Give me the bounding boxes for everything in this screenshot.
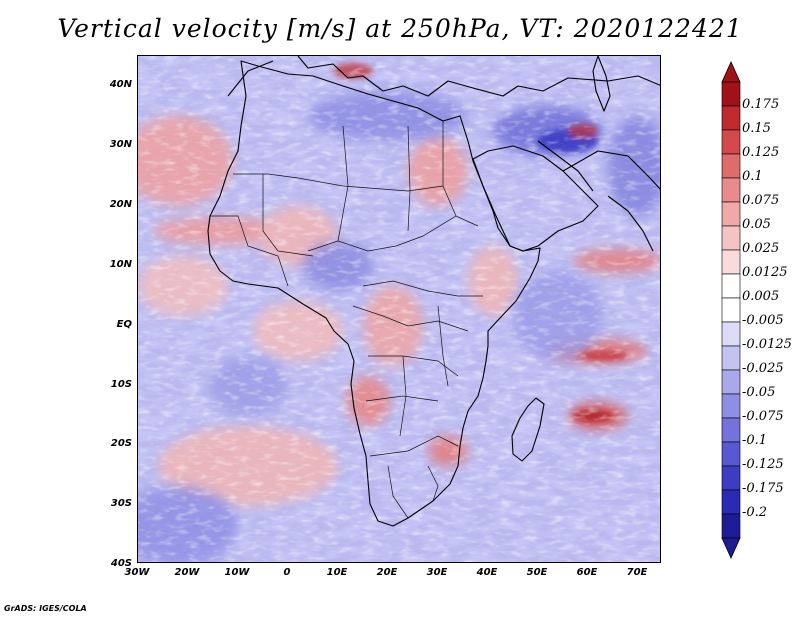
colorbar-label: 0.05 [742,217,771,232]
lon-label-60e: 60E [576,567,598,578]
colorbar-swatch [721,513,741,539]
colorbar-label: -0.075 [742,409,784,424]
colorbar-label: -0.175 [742,481,784,496]
colorbar-swatch [721,441,741,467]
colorbar-label: 0.15 [742,121,771,136]
velocity-field [138,56,660,562]
lon-label-20w: 20W [174,567,200,578]
colorbar-swatch [721,273,741,299]
colorbar-label: 0.025 [742,241,780,256]
colorbar-arrow-top [721,61,741,83]
colorbar-label: -0.125 [742,457,784,472]
lat-label-30n: 30N [109,139,132,150]
lon-label-50e: 50E [526,567,548,578]
colorbar-swatch [721,465,741,491]
colorbar-label: 0.075 [742,193,780,208]
lon-label-30w: 30W [124,567,150,578]
colorbar-swatch [721,297,741,323]
lat-label-20s: 20S [110,438,132,449]
colorbar-swatch [721,105,741,131]
lon-label-10e: 10E [326,567,348,578]
colorbar-swatch [721,81,741,107]
lat-label-40s: 40S [110,558,132,569]
lat-label-10s: 10S [110,379,132,390]
lat-label-30s: 30S [110,498,132,509]
lon-label-70e: 70E [626,567,648,578]
colorbar-swatch [721,129,741,155]
colorbar-swatch [721,345,741,371]
lon-label-30e: 30E [426,567,448,578]
colorbar-label: 0.175 [742,97,780,112]
colorbar-arrow-bottom [721,537,741,559]
colorbar-label: -0.2 [742,505,768,520]
colorbar-label: 0.125 [742,145,780,160]
colorbar-label: -0.1 [742,433,768,448]
lat-label-20n: 20N [109,199,132,210]
colorbar-swatch [721,225,741,251]
lon-label-20e: 20E [376,567,398,578]
colorbar-swatch [721,321,741,347]
lon-label-40e: 40E [476,567,498,578]
colorbar-label: -0.0125 [742,337,792,352]
field-streaks [138,56,660,562]
country-borders [210,121,483,519]
colorbar-label: -0.05 [742,385,776,400]
coastlines [207,56,660,527]
colorbar-swatch [721,393,741,419]
colorbar-swatch [721,369,741,395]
colorbar-label: -0.005 [742,313,784,328]
lat-label-eq: EQ [116,319,132,330]
chart-title: Vertical velocity [m/s] at 250hPa, VT: 2… [57,14,743,43]
map-area [137,55,661,563]
lat-label-40n: 40N [109,79,132,90]
colorbar-label: 0.1 [742,169,763,184]
lat-label-10n: 10N [109,259,132,270]
colorbar-swatch [721,489,741,515]
lon-label-0: 0 [283,567,291,578]
colorbar-swatch [721,417,741,443]
colorbar-swatch [721,177,741,203]
lon-label-10w: 10W [224,567,250,578]
colorbar-label: -0.025 [742,361,784,376]
colorbar-swatch [721,249,741,275]
colorbar-label: 0.005 [742,289,780,304]
colorbar [721,61,741,559]
colorbar-label: 0.0125 [742,265,788,280]
credit-text: GrADS: IGES/COLA [4,604,87,613]
colorbar-swatch [721,153,741,179]
colorbar-swatch [721,201,741,227]
